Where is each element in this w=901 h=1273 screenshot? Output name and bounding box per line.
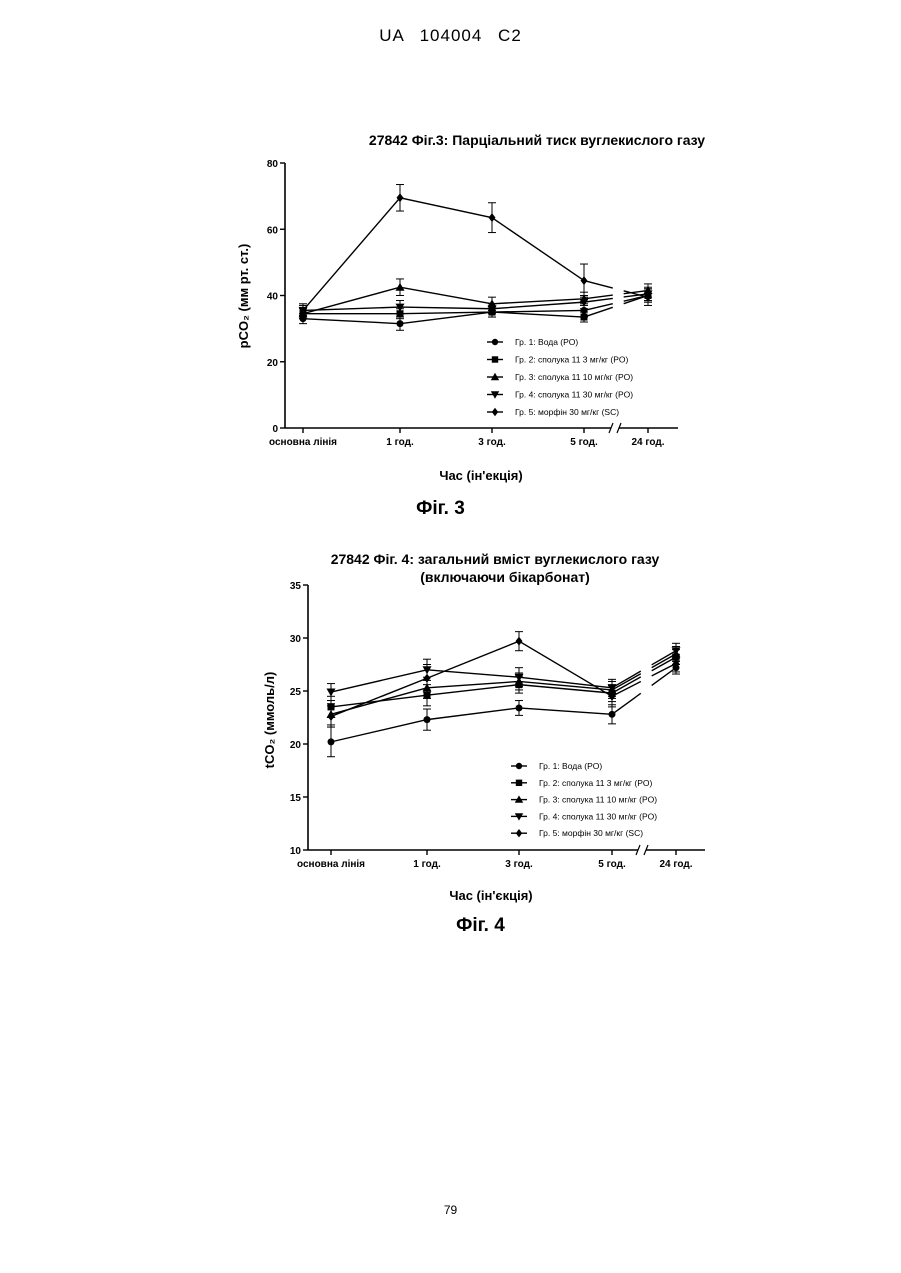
x-tick-label: 3 год. <box>478 437 506 448</box>
y-tick-label: 25 <box>290 687 302 698</box>
series-line-break-segment <box>584 281 613 288</box>
y-tick-label: 20 <box>267 358 279 369</box>
legend-label: Гр. 1: Вода (PO) <box>539 761 602 771</box>
legend-label: Гр. 5: морфін 30 мг/кг (SC) <box>515 407 619 417</box>
x-tick-label: 24 год. <box>659 859 692 870</box>
legend-marker <box>516 780 522 786</box>
chart-title: 27842 Фіг.3: Парціальний тиск вуглекисло… <box>369 132 705 148</box>
legend-label: Гр. 2: сполука 11 3 мг/кг (PO) <box>515 355 628 365</box>
y-tick-label: 10 <box>290 846 302 857</box>
data-point <box>424 716 431 723</box>
legend-label: Гр. 4: сполука 11 30 мг/кг (PO) <box>539 811 657 821</box>
legend-label: Гр. 4: сполука 11 30 мг/кг (PO) <box>515 390 633 400</box>
y-tick-label: 15 <box>290 793 302 804</box>
series-line <box>331 641 612 716</box>
x-axis-label: Час (ін'єкція) <box>449 888 532 903</box>
x-tick-label: 5 год. <box>598 859 626 870</box>
y-tick-label: 35 <box>290 581 302 592</box>
y-tick-label: 30 <box>290 634 302 645</box>
legend-marker <box>492 408 498 416</box>
y-tick-label: 20 <box>290 740 302 751</box>
legend-label: Гр. 5: морфін 30 мг/кг (SC) <box>539 828 643 838</box>
data-point <box>396 283 405 291</box>
pco2-line-chart: 27842 Фіг.3: Парціальний тиск вуглекисло… <box>0 120 901 500</box>
y-tick-label: 40 <box>267 292 279 303</box>
legend-label: Гр. 2: сполука 11 3 мг/кг (PO) <box>539 778 652 788</box>
legend-marker <box>516 829 522 837</box>
series-line <box>331 681 612 714</box>
legend-label: Гр. 1: Вода (PO) <box>515 337 578 347</box>
series-3 <box>327 646 681 724</box>
y-tick-label: 0 <box>272 424 278 435</box>
figure-4-caption: Фіг. 4 <box>30 915 901 937</box>
series-line-break-segment <box>652 657 676 671</box>
chart-subtitle: (включаючи бікарбонат) <box>420 569 590 585</box>
series-line <box>331 708 612 742</box>
y-axis-label: pCO₂ (мм рт. ст.) <box>236 244 251 349</box>
series-4 <box>327 643 681 700</box>
x-tick-label: 3 год. <box>505 859 533 870</box>
legend-label: Гр. 3: сполука 11 10 мг/кг (PO) <box>515 372 633 382</box>
series-line-break-segment <box>612 682 641 697</box>
legend: Гр. 1: Вода (PO) Гр. 2: сполука 11 3 мг/к… <box>487 337 633 417</box>
data-point <box>516 637 523 646</box>
data-point <box>581 314 588 321</box>
series-line <box>303 302 584 310</box>
series-line-break-segment <box>612 674 641 690</box>
legend-marker <box>492 339 498 345</box>
legend: Гр. 1: Вода (PO) Гр. 2: сполука 11 3 мг/к… <box>511 761 657 838</box>
document-header: UA 104004 C2 <box>0 26 901 46</box>
data-point <box>424 674 431 683</box>
chart-title: 27842 Фіг. 4: загальний вміст вуглекисло… <box>331 551 660 567</box>
x-tick-label: основна лінія <box>269 437 337 448</box>
x-tick-label: 1 год. <box>413 859 441 870</box>
x-tick-label: 24 год. <box>631 437 664 448</box>
y-tick-label: 60 <box>267 225 279 236</box>
y-tick-label: 80 <box>267 159 279 170</box>
figure-3-caption: Фіг. 3 <box>0 498 891 520</box>
legend-marker <box>492 356 498 362</box>
x-axis-label: Час (ін'екція) <box>439 468 522 483</box>
series-2 <box>327 650 680 718</box>
x-tick-label: 5 год. <box>570 437 598 448</box>
tco2-line-chart: 27842 Фіг. 4: загальний вміст вуглекисло… <box>0 540 901 910</box>
legend-marker <box>516 763 522 769</box>
series-line-break-segment <box>612 693 641 714</box>
series-line <box>303 312 584 317</box>
data-point <box>489 213 496 222</box>
data-point <box>328 738 335 745</box>
legend-label: Гр. 3: сполука 11 10 мг/кг (PO) <box>539 795 657 805</box>
data-point <box>581 276 588 285</box>
series-line <box>303 287 584 314</box>
series-line <box>303 198 584 311</box>
y-axis-label: tCO₂ (ммоль/л) <box>262 672 277 769</box>
series-1 <box>299 289 652 330</box>
series-line <box>331 685 612 707</box>
page-number: 79 <box>0 1203 901 1217</box>
data-point <box>397 320 404 327</box>
data-point <box>327 689 336 697</box>
data-point <box>609 711 616 718</box>
data-point <box>516 704 523 711</box>
x-tick-label: основна лінія <box>297 859 365 870</box>
x-tick-label: 1 год. <box>386 437 414 448</box>
series-2 <box>299 289 652 322</box>
